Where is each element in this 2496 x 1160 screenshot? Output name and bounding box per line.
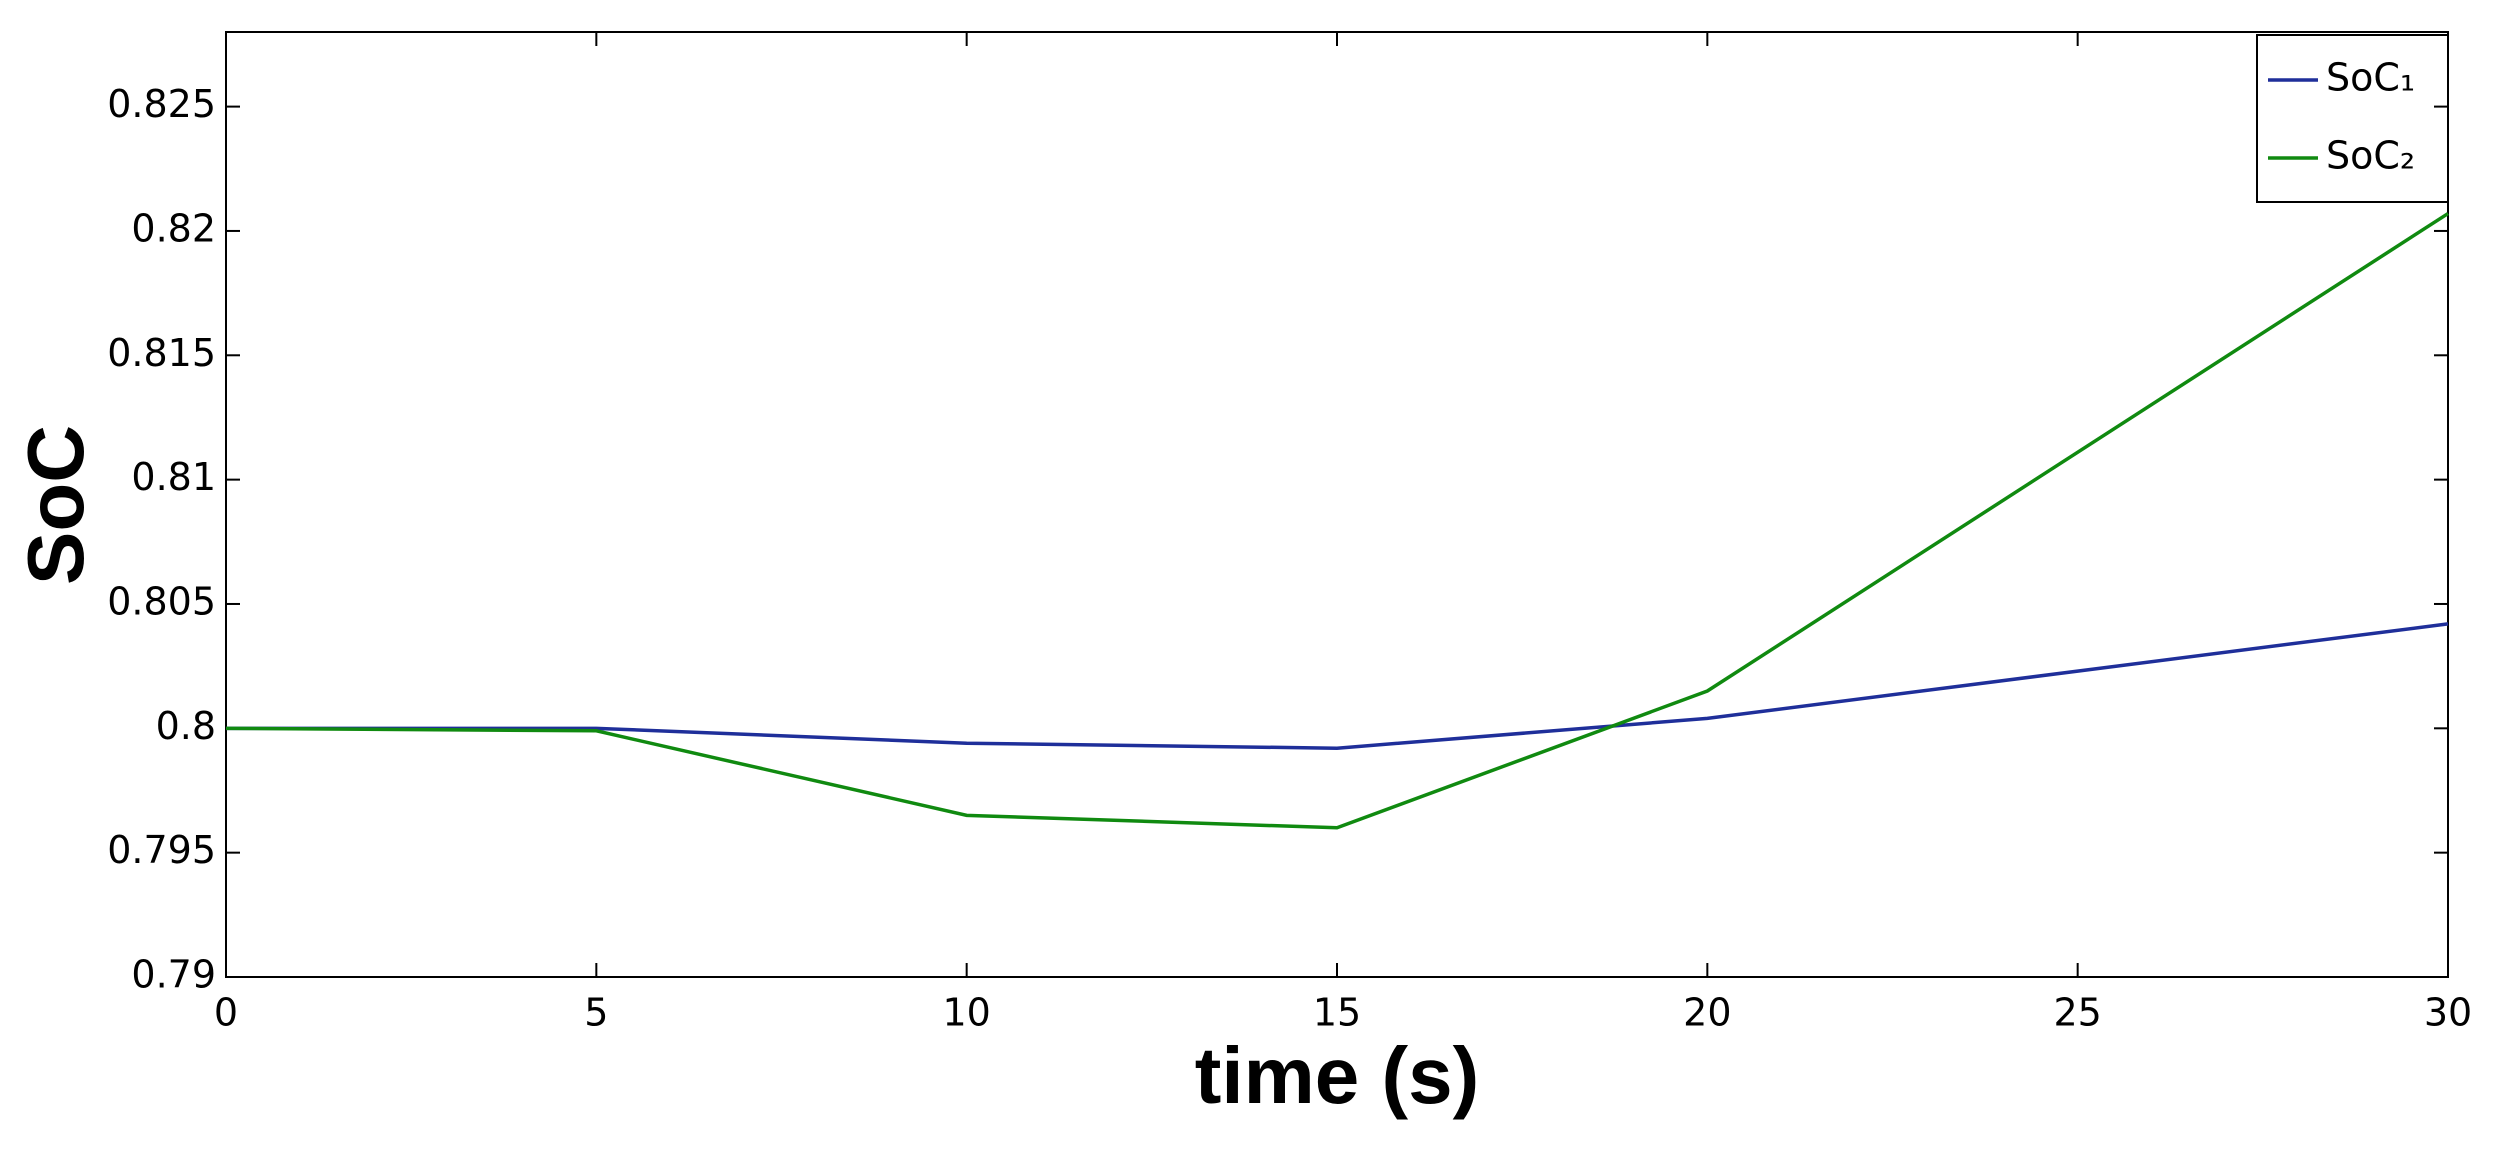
x-tick-label: 0: [214, 991, 238, 1035]
x-tick-label: 25: [2053, 991, 2101, 1035]
series-line: [226, 622, 2449, 750]
y-tick-label: 0.805: [107, 579, 216, 623]
y-tick-label: 0.81: [131, 455, 216, 499]
legend-box: [2256, 34, 2449, 203]
y-tick-label: 0.825: [107, 82, 216, 126]
legend-label: SoC₂: [2326, 134, 2415, 178]
x-tick-label: 20: [1683, 991, 1731, 1035]
x-tick-label: 5: [584, 991, 608, 1035]
series-line: [225, 212, 2449, 830]
y-axis-title: SoC: [11, 425, 100, 585]
plot-frame: [225, 31, 2449, 978]
x-tick-label: 15: [1313, 991, 1361, 1035]
y-tick-label: 0.8: [156, 704, 216, 748]
x-tick-label: 30: [2424, 991, 2472, 1035]
y-tick-label: 0.82: [131, 206, 216, 250]
y-tick-label: 0.815: [107, 331, 216, 375]
x-axis-title: time (s): [1195, 1031, 1480, 1120]
legend-label: SoC₁: [2326, 56, 2415, 100]
y-tick-label: 0.79: [131, 953, 216, 997]
x-tick-label: 10: [942, 991, 990, 1035]
y-tick-label: 0.795: [107, 828, 216, 872]
